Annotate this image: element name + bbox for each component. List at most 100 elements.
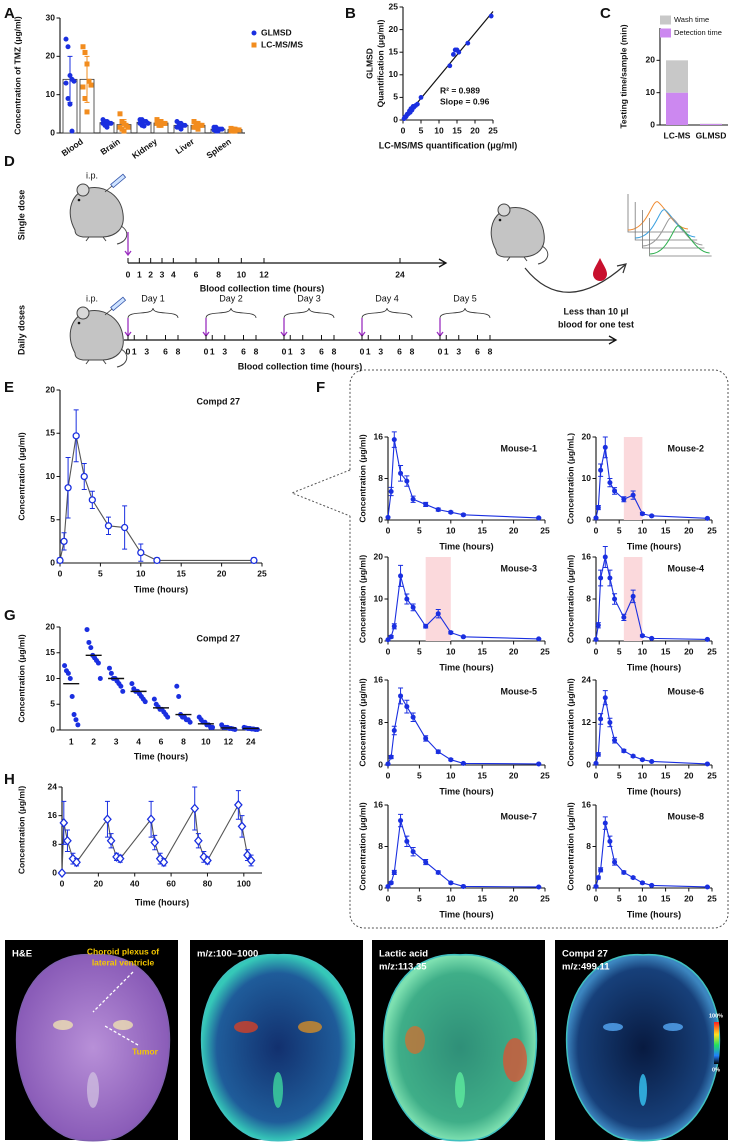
bar-segment [700,124,722,125]
point [129,681,135,687]
point [423,623,429,629]
x-tick-label: 10 [638,525,648,535]
panel-label: D [4,153,15,170]
point [246,855,256,866]
x-tick-label: GLMSD [696,130,727,140]
point [398,573,404,579]
chart-title: Mouse-5 [500,686,537,696]
y-tick-label: 5 [50,514,55,524]
timeline-tick-label: 6 [475,346,480,356]
y-tick-label: 20 [646,55,656,65]
point [595,505,601,511]
y-tick-label: 0 [50,557,55,567]
legend-label: LC-MS/MS [261,39,303,49]
point [607,838,613,844]
timeline-tick-label: 6 [319,346,324,356]
dose-arrow [202,318,210,338]
point [612,859,618,865]
x-tick-label: 6 [159,736,164,746]
x-tick-label: 15 [661,770,671,780]
point [86,78,92,84]
point [120,688,126,694]
point [435,611,441,617]
row-title: Single dose [16,190,26,241]
point [187,719,193,725]
point [621,748,627,754]
y-tick-label: 0 [378,514,383,524]
point [63,835,72,846]
point [435,869,441,875]
point [199,122,205,128]
y-tick-label: 10 [46,89,56,99]
chart-title: Mouse-1 [500,443,537,453]
timeline-tick-label: 1 [366,346,371,356]
y-axis-label: Concentration (μg/ml) [16,786,26,874]
x-tick-label: Liver [174,136,197,156]
point [63,36,69,42]
point [465,40,471,46]
x-tick-label: 1 [69,736,74,746]
mouse-icon [69,183,128,245]
chart-title: Compd 27 [196,396,240,406]
point [195,126,201,132]
point [388,634,394,640]
y-axis-label: Concentration (μg/ml) [357,555,367,643]
point [69,694,75,700]
x-tick-label: 25 [488,125,498,135]
x-tick-label: 15 [452,125,462,135]
point [64,484,72,492]
y-tick-label: 10 [46,471,56,481]
point [456,49,462,55]
y-tick-label: 0 [650,119,655,129]
tissue-feature [405,1026,425,1054]
line [595,697,708,765]
point [385,761,391,767]
y-tick-label: 8 [52,839,57,849]
point [151,696,157,702]
y-tick-label: 0 [586,759,591,769]
point [115,853,125,864]
tissue-feature [234,1021,258,1033]
point [71,712,77,718]
point [593,515,599,521]
panel-label: C [600,5,611,22]
point [448,757,454,763]
point [67,676,73,681]
point [236,127,242,133]
highlight [425,557,451,641]
y-tick-label: 20 [374,551,384,561]
point [423,501,429,507]
x-tick-label: 25 [540,893,550,903]
point [117,111,123,117]
point [88,82,94,88]
point [598,575,604,581]
point [536,636,542,642]
point [704,636,710,642]
point [219,126,225,132]
point [194,835,203,846]
x-axis-label: Time (hours) [134,751,188,761]
point [415,101,420,107]
chromatogram-axis [627,194,690,233]
point [95,660,101,666]
point [404,704,410,710]
point [165,714,171,720]
point [404,596,410,602]
y-tick-label: 16 [582,551,592,561]
point [391,623,397,629]
annotation: lateral ventricle [92,957,155,967]
point [57,868,67,878]
point [80,44,86,50]
mouse-icon [69,306,128,368]
point [120,523,129,532]
point [598,467,604,473]
annotation: R² = 0.989 [440,85,480,95]
x-tick-label: 25 [540,646,550,656]
point [176,694,182,700]
error-bar [178,122,184,129]
tissue-feature [503,1038,527,1082]
x-tick-label: 5 [417,525,422,535]
x-tick-label: 8 [181,736,186,746]
point [602,444,608,450]
point [121,128,127,134]
